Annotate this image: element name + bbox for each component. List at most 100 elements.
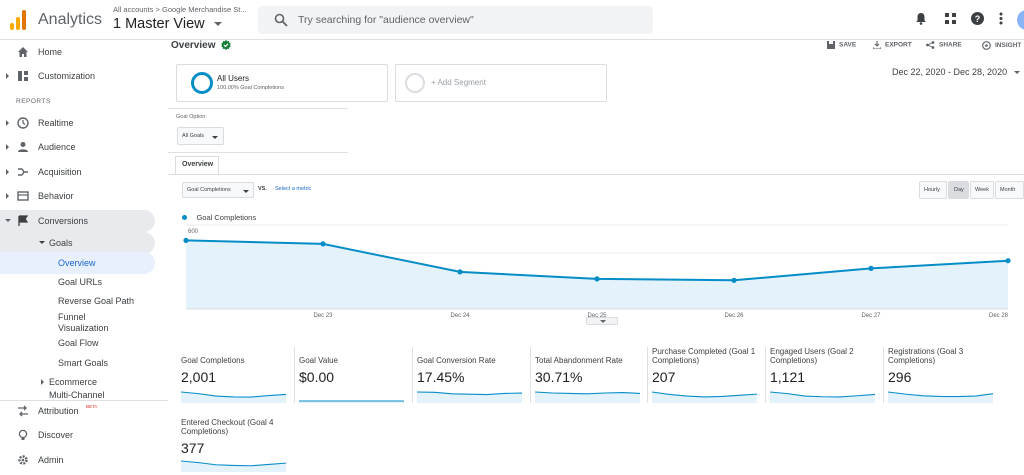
metric-sparkline xyxy=(181,460,286,472)
sidebar-label-realtime: Realtime xyxy=(38,118,74,128)
month-button[interactable]: Month xyxy=(995,181,1024,199)
chevron-down-icon xyxy=(213,22,222,27)
x-tick-label: Dec 24 xyxy=(450,313,470,319)
sidebar-divider xyxy=(0,400,168,401)
sidebar-item-attribution[interactable]: Attribution BETA xyxy=(0,400,155,422)
metric-title: Total Abandonment Rate xyxy=(535,356,623,365)
sidebar-item-realtime[interactable]: Realtime xyxy=(0,112,155,134)
sidebar-item-home[interactable]: Home xyxy=(0,41,155,63)
sidebar-label-home: Home xyxy=(38,47,63,57)
verified-check-icon xyxy=(221,40,231,50)
metric-tile[interactable]: Goal Value $0.00 xyxy=(294,347,411,403)
hourly-button[interactable]: Hourly xyxy=(919,181,947,199)
sidebar-label-discover: Discover xyxy=(38,430,74,440)
sidebar-item-smart-goals[interactable]: Smart Goals xyxy=(0,352,155,374)
sidebar-item-goal-flow[interactable]: Goal Flow xyxy=(0,332,155,354)
metric-sparkline xyxy=(888,391,993,403)
metric-tile[interactable]: Purchase Completed (Goal 1 Completions) 2… xyxy=(647,347,764,403)
gear-icon xyxy=(18,455,28,465)
day-button[interactable]: Day xyxy=(948,181,969,199)
metric-value: 30.71% xyxy=(535,369,583,385)
search-box[interactable]: Try searching for "audience overview" xyxy=(258,6,653,34)
view-selector[interactable]: 1 Master View xyxy=(113,16,222,32)
top-bar: Analytics All accounts > Google Merchand… xyxy=(0,0,1024,40)
data-point xyxy=(320,241,326,247)
apps-grid-icon[interactable] xyxy=(945,13,956,24)
account-breadcrumb[interactable]: All accounts > Google Merchandise St... xyxy=(113,5,247,14)
x-tick-label: Dec 28 xyxy=(989,313,1009,319)
sidebar-item-conversions[interactable]: Conversions xyxy=(0,210,155,232)
sidebar-label-goal-urls: Goal URLs xyxy=(58,277,103,287)
metric-tile[interactable]: Engaged Users (Goal 2 Completions) 1,121 xyxy=(765,347,882,403)
sidebar-item-reverse-goal-path[interactable]: Reverse Goal Path xyxy=(0,290,155,312)
vs-label: VS. xyxy=(258,186,267,192)
avatar[interactable] xyxy=(1017,10,1024,30)
sidebar-item-admin[interactable]: Admin xyxy=(0,449,155,471)
sidebar-label-customization: Customization xyxy=(38,71,96,81)
sidebar-item-funnel-visualization[interactable]: Funnel Visualization xyxy=(0,310,155,336)
metric-tile[interactable]: Goal Completions 2,001 xyxy=(181,347,293,403)
select-metric-link[interactable]: Select a metric xyxy=(275,186,312,192)
tab-overview[interactable]: Overview xyxy=(175,156,219,174)
metric-title: Goal Value xyxy=(299,356,338,365)
segment-name: All Users xyxy=(217,74,250,83)
caret-right-icon xyxy=(6,169,9,175)
sidebar-item-goal-urls[interactable]: Goal URLs xyxy=(0,271,155,293)
sidebar-item-overview[interactable]: Overview xyxy=(0,252,155,274)
data-point xyxy=(868,265,874,271)
download-icon xyxy=(872,41,882,50)
sidebar-item-acquisition[interactable]: Acquisition xyxy=(0,161,155,183)
sidebar-item-audience[interactable]: Audience xyxy=(0,136,155,158)
sidebar-label-acquisition: Acquisition xyxy=(38,167,82,177)
sidebar-item-ecommerce[interactable]: Ecommerce xyxy=(0,371,155,393)
y-tick-label: 600 xyxy=(188,229,199,235)
sidebar-item-goals[interactable]: Goals xyxy=(0,232,155,254)
metric-tile[interactable]: Registrations (Goal 3 Completions) 296 xyxy=(883,347,1000,403)
sidebar-item-customization[interactable]: Customization xyxy=(0,65,155,87)
more-vert-icon[interactable] xyxy=(999,12,1003,25)
metric-tile[interactable]: Goal Conversion Rate 17.45% xyxy=(412,347,529,403)
date-range-label: Dec 22, 2020 - Dec 28, 2020 xyxy=(892,67,1008,77)
segment-card-all-users[interactable]: All Users 100.00% Goal Completions xyxy=(176,64,388,102)
sidebar-item-multi-channel[interactable]: Multi-Channel xyxy=(0,388,155,400)
sidebar-item-discover[interactable]: Discover xyxy=(0,424,155,446)
customization-icon xyxy=(18,71,28,81)
sidebar-label-goals: Goals xyxy=(49,238,73,248)
save-button[interactable]: SAVE xyxy=(827,41,856,49)
metric-tile[interactable]: Entered Checkout (Goal 4 Completions) 377 xyxy=(181,418,293,472)
search-icon xyxy=(274,13,288,27)
person-icon xyxy=(18,142,28,152)
week-button[interactable]: Week xyxy=(970,181,994,199)
data-point xyxy=(731,277,737,283)
sidebar-label-audience: Audience xyxy=(38,142,76,152)
date-range-selector[interactable]: Dec 22, 2020 - Dec 28, 2020 xyxy=(892,67,1020,77)
add-segment-card[interactable]: + Add Segment xyxy=(395,64,607,102)
export-button[interactable]: EXPORT xyxy=(872,41,912,50)
analytics-logo[interactable] xyxy=(10,10,28,30)
metric-value: 207 xyxy=(652,369,676,385)
save-icon xyxy=(827,41,835,49)
data-point xyxy=(1005,258,1011,264)
sidebar-item-behavior[interactable]: Behavior xyxy=(0,185,155,207)
month-label: Month xyxy=(1000,187,1016,193)
notifications-bell-icon[interactable] xyxy=(915,12,927,25)
metric-sparkline xyxy=(181,391,286,403)
metric-title: Entered Checkout (Goal 4 Completions) xyxy=(181,418,274,436)
metric-selector[interactable]: Goal Completions xyxy=(182,182,254,198)
share-button[interactable]: SHARE xyxy=(926,41,962,49)
acquisition-icon xyxy=(18,168,28,176)
beta-badge: BETA xyxy=(86,404,98,409)
add-segment-circle-icon xyxy=(405,73,425,93)
insights-button[interactable]: INSIGHT xyxy=(982,41,1021,50)
goal-option-dropdown[interactable]: All Goals xyxy=(177,127,224,145)
caret-down-icon xyxy=(5,219,11,222)
metric-tile[interactable]: Total Abandonment Rate 30.71% xyxy=(530,347,647,403)
behavior-icon xyxy=(17,191,29,201)
sidebar-label-goal-flow: Goal Flow xyxy=(58,338,99,348)
tab-overview-label: Overview xyxy=(182,161,214,168)
chart-resize-handle[interactable] xyxy=(586,317,618,325)
help-icon[interactable]: ? xyxy=(971,12,984,25)
x-tick-label: Dec 26 xyxy=(724,313,744,319)
sparkline-fill xyxy=(181,392,286,403)
segment-sub: 100.00% Goal Completions xyxy=(217,85,284,91)
